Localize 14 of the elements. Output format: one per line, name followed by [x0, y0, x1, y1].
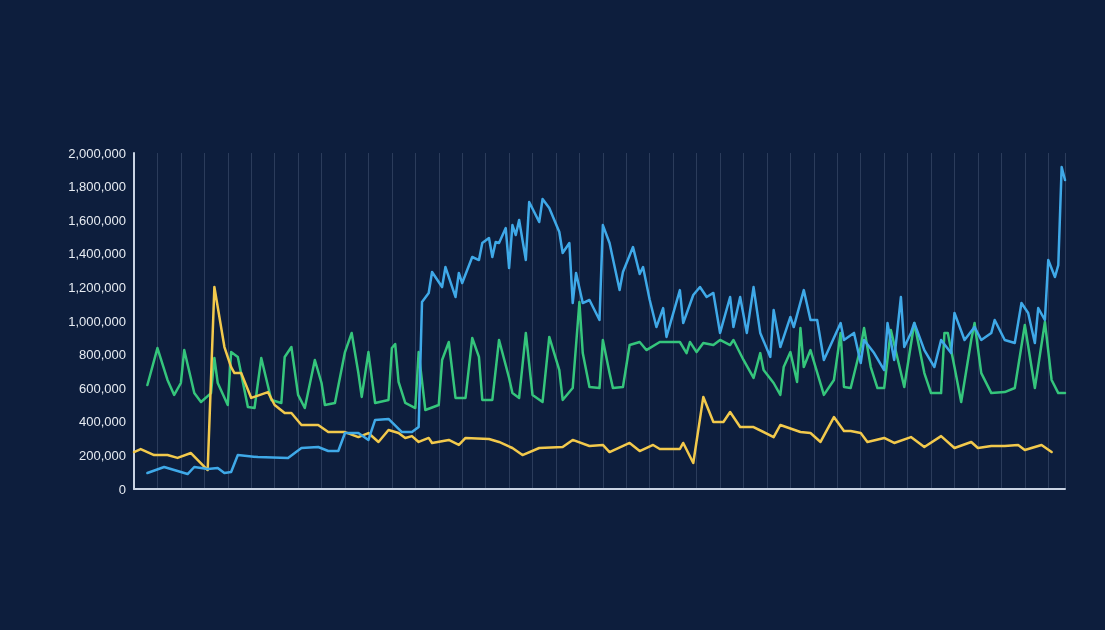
line-series	[146, 300, 1067, 412]
y-tick-label: 1,400,000	[68, 246, 126, 262]
y-tick-label: 800,000	[79, 347, 126, 363]
y-tick-label: 1,600,000	[68, 212, 126, 228]
y-tick-label: 1,800,000	[68, 179, 126, 195]
y-tick-label: 1,000,000	[68, 313, 126, 329]
y-tick-label: 1,200,000	[68, 279, 126, 295]
y-tick-label: 2,000,000	[68, 145, 126, 161]
line-series	[132, 285, 1053, 472]
y-tick-label: 400,000	[79, 414, 126, 430]
y-tick-label: 200,000	[79, 447, 126, 463]
y-tick-label: 0	[118, 481, 126, 497]
y-tick-label: 600,000	[79, 380, 126, 396]
line-series	[146, 165, 1067, 476]
